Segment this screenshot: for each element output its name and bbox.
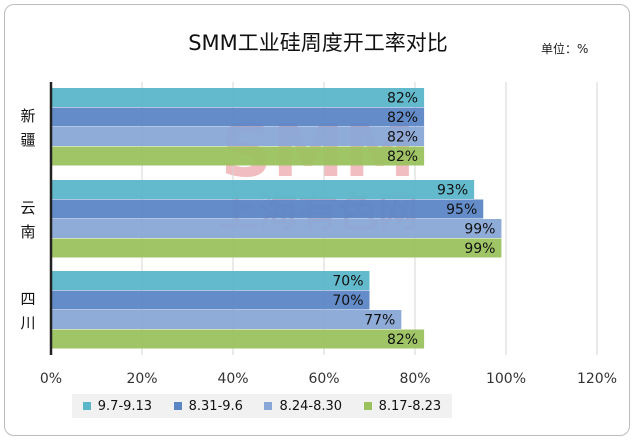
legend-item: 9.7-9.13 [82, 398, 153, 414]
legend-swatch [363, 402, 372, 410]
data-label: 77% [364, 313, 395, 329]
category-label: 南 [20, 223, 35, 241]
bar [51, 238, 502, 258]
bar [51, 219, 502, 238]
legend-item: 8.31-9.6 [173, 398, 243, 414]
legend-label: 8.24-8.30 [279, 398, 343, 414]
category-label: 四 [20, 290, 35, 308]
chart-legend: 9.7-9.13 8.31-9.6 8.24-8.30 8.17-8.23 [72, 394, 452, 418]
bar [51, 180, 475, 199]
legend-swatch [82, 402, 91, 410]
bar [51, 88, 425, 107]
data-label: 82% [387, 130, 418, 146]
data-label: 95% [446, 202, 477, 218]
bar [51, 146, 425, 166]
data-label: 99% [464, 222, 495, 238]
data-label: 82% [387, 110, 418, 126]
x-tick-label: 0% [40, 371, 62, 387]
data-label: 93% [437, 183, 468, 199]
bar [51, 271, 370, 290]
bar [51, 107, 425, 127]
category-label: 疆 [20, 131, 35, 149]
x-tick-label: 80% [399, 371, 430, 387]
chart-title: SMM工业硅周度开工率对比 [188, 31, 448, 55]
legend-label: 8.17-8.23 [378, 398, 442, 414]
bar [51, 127, 425, 146]
data-label: 70% [332, 274, 363, 290]
bar [51, 199, 484, 219]
legend-item: 8.24-8.30 [264, 399, 342, 414]
x-tick-label: 100% [486, 371, 526, 387]
legend-item: 8.17-8.23 [363, 398, 442, 414]
category-label: 新 [20, 107, 35, 125]
legend-swatch [264, 402, 273, 410]
x-tick-label: 120% [577, 371, 617, 387]
x-tick-label: 40% [217, 371, 248, 387]
category-label: 云 [20, 199, 35, 217]
legend-label: 9.7-9.13 [97, 398, 153, 414]
x-tick-label: 20% [126, 371, 157, 387]
bar [51, 329, 425, 349]
bar [51, 310, 402, 329]
data-label: 70% [332, 293, 363, 309]
legend-label: 8.31-9.6 [188, 398, 243, 414]
data-label: 82% [387, 332, 418, 348]
data-label: 82% [387, 91, 418, 107]
x-tick-label: 60% [308, 371, 339, 387]
data-label: 82% [387, 149, 418, 165]
legend-swatch [173, 402, 182, 410]
bar [51, 290, 370, 310]
unit-label: 单位：% [541, 42, 589, 56]
category-label: 川 [20, 314, 35, 332]
data-label: 99% [464, 241, 495, 257]
